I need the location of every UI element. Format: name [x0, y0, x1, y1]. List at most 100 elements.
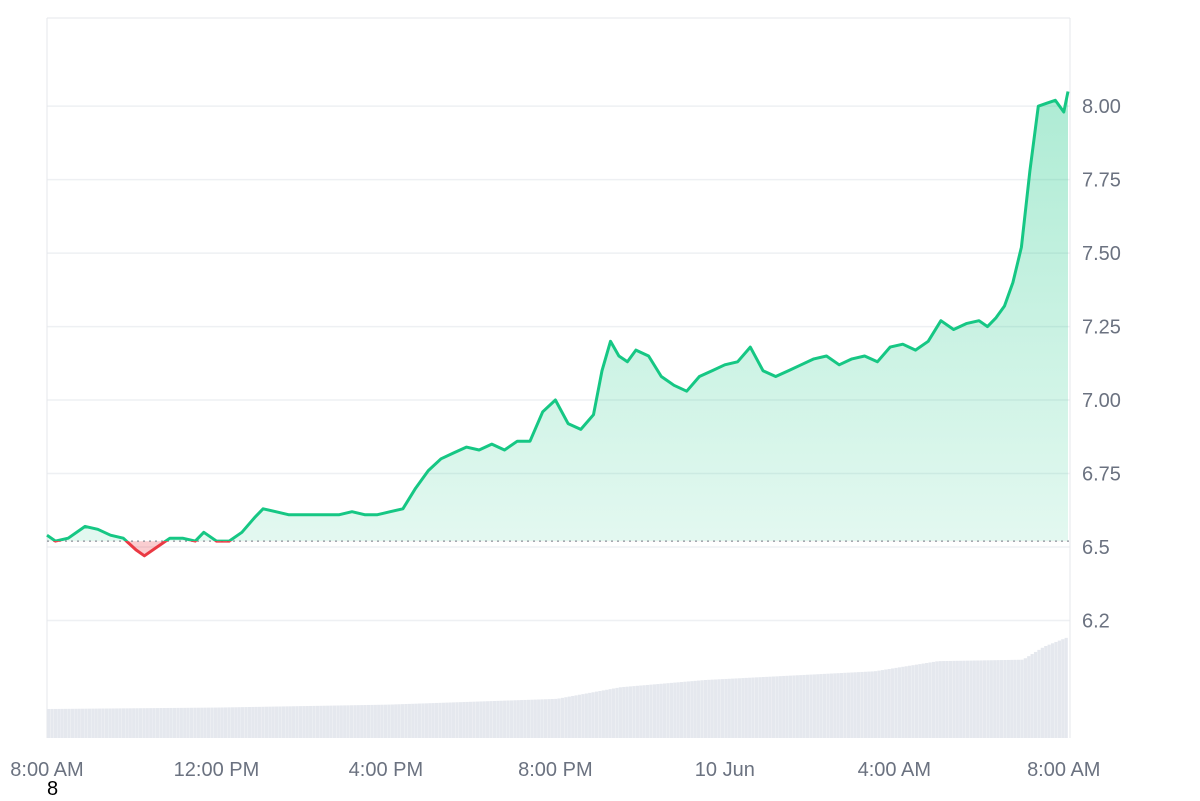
volume-bar	[754, 677, 759, 738]
volume-bar	[683, 681, 687, 738]
volume-bar	[366, 704, 371, 738]
volume-bar	[557, 698, 561, 738]
volume-bar	[411, 703, 415, 738]
volume-bar	[315, 705, 320, 738]
volume-bar	[839, 673, 844, 738]
volume-bar	[145, 708, 149, 738]
volume-bar	[543, 699, 548, 738]
price-area-down	[126, 541, 166, 556]
volume-bar	[404, 704, 408, 738]
volume-bar	[911, 665, 915, 738]
volume-bar	[649, 684, 653, 738]
volume-bar	[812, 674, 816, 738]
volume-bar	[622, 686, 626, 738]
volume-bar	[462, 702, 466, 738]
volume-bar	[336, 705, 340, 738]
volume-bar	[1010, 659, 1014, 738]
volume-bar	[179, 707, 183, 738]
volume-bar	[115, 708, 119, 738]
volume-bar	[70, 708, 75, 738]
volume-bar	[465, 701, 469, 738]
volume-bar	[897, 667, 902, 738]
volume-bar	[424, 703, 428, 738]
y-tick-label: 6.5	[1082, 537, 1110, 559]
volume-bar	[271, 706, 275, 738]
volume-bar	[986, 660, 990, 738]
volume-bar	[938, 661, 942, 738]
volume-bar	[309, 705, 313, 738]
volume-bar	[196, 707, 200, 738]
volume-bar	[788, 675, 793, 738]
volume-bar	[564, 697, 568, 738]
volume-bar	[383, 704, 388, 738]
volume-bar	[993, 660, 997, 738]
volume-bar	[690, 681, 694, 738]
volume-bar	[962, 660, 966, 738]
volume-bar	[363, 705, 367, 738]
volume-bar	[782, 675, 786, 738]
volume-bar	[91, 708, 95, 738]
volume-bar	[761, 677, 765, 738]
volume-bar	[390, 704, 394, 738]
volume-bar	[81, 708, 85, 738]
volume-bar	[67, 708, 71, 738]
volume-bar	[880, 670, 885, 738]
volume-bar	[159, 708, 163, 738]
volume-bar	[1044, 646, 1048, 738]
volume-bar	[189, 707, 194, 738]
volume-bar	[210, 707, 214, 738]
volume-bar	[574, 695, 578, 738]
volume-bar	[625, 686, 629, 738]
volume-bar	[615, 687, 619, 738]
volume-bar	[588, 692, 592, 738]
volume-bar	[540, 699, 544, 738]
volume-bar	[639, 685, 643, 738]
volume-bar	[349, 705, 354, 738]
volume-bar	[816, 674, 820, 738]
volume-bar	[142, 708, 146, 738]
volume-bar	[805, 674, 810, 738]
x-tick-label: 12:00 PM	[174, 759, 260, 781]
volume-bar	[138, 708, 143, 738]
x-tick-label: 4:00 AM	[858, 759, 931, 781]
volume-bar	[887, 668, 891, 738]
volume-bar	[458, 702, 463, 738]
volume-bar	[676, 682, 680, 738]
volume-bar	[724, 678, 728, 738]
volume-bar	[479, 701, 483, 738]
volume-bar	[417, 703, 422, 738]
volume-bar	[560, 697, 565, 738]
volume-bar	[833, 673, 837, 738]
volume-bar	[285, 706, 289, 738]
volume-bar	[982, 660, 987, 738]
volume-bar	[955, 660, 959, 738]
volume-bar	[717, 679, 721, 738]
volume-bar	[663, 683, 667, 738]
x-tick-label: 8:00 PM	[518, 759, 592, 781]
volume-bar	[128, 708, 132, 738]
volume-bar	[104, 708, 109, 738]
volume-bar	[64, 708, 68, 738]
volume-bar	[298, 706, 303, 738]
volume-bar	[472, 701, 476, 738]
volume-bar	[264, 706, 269, 738]
volume-bar	[720, 679, 725, 738]
volume-bar	[836, 673, 840, 738]
volume-bar	[1057, 640, 1061, 738]
volume-bar	[972, 660, 976, 738]
volume-bar	[278, 706, 282, 738]
volume-bar	[901, 666, 905, 738]
volume-bar	[537, 699, 541, 738]
volume-bar	[894, 667, 898, 738]
volume-bar	[1027, 656, 1031, 738]
volume-bar	[47, 709, 51, 738]
volume-bar	[523, 699, 527, 738]
volume-bar	[499, 700, 503, 738]
volume-bar	[380, 704, 384, 738]
volume-bar	[223, 707, 228, 738]
volume-bar	[373, 704, 377, 738]
volume-bar	[976, 660, 980, 738]
volume-bar	[605, 689, 609, 738]
y-tick-label: 6.75	[1082, 464, 1121, 486]
